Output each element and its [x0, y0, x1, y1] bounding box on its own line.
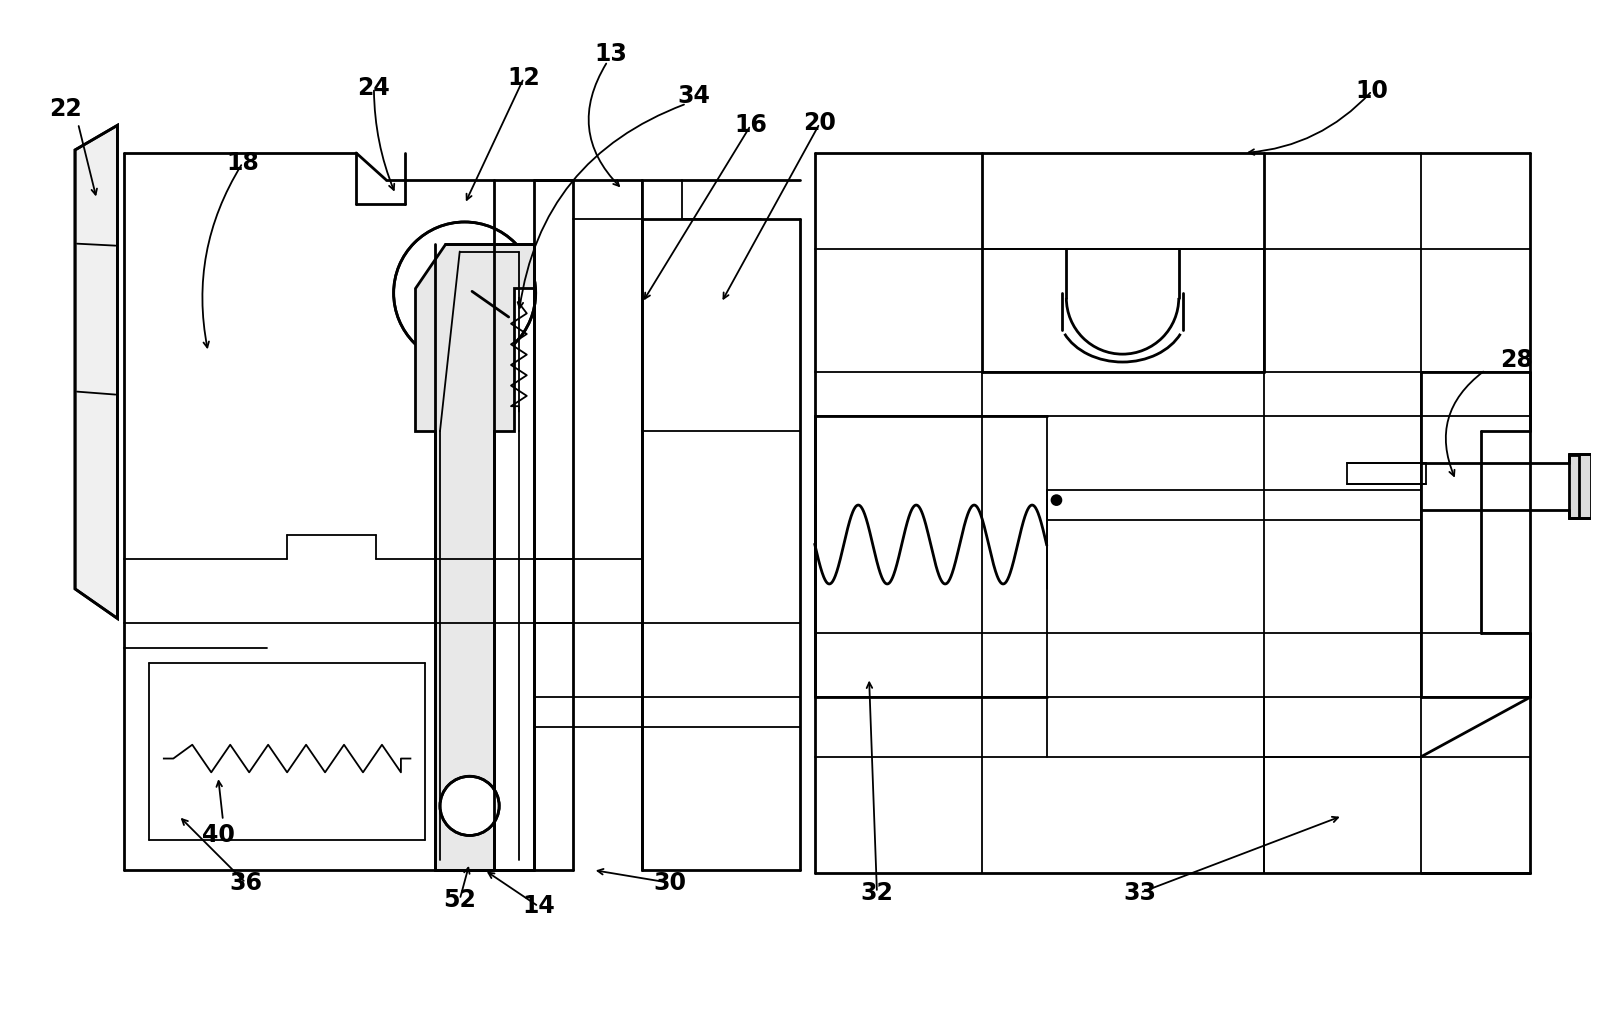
Text: 32: 32 — [860, 881, 894, 905]
Text: 10: 10 — [1355, 78, 1389, 103]
Circle shape — [441, 776, 500, 836]
Polygon shape — [415, 244, 533, 870]
Text: 20: 20 — [803, 111, 836, 135]
Text: 40: 40 — [202, 824, 234, 847]
Text: 16: 16 — [734, 113, 767, 137]
Circle shape — [458, 286, 471, 300]
Text: 33: 33 — [1123, 881, 1157, 905]
Text: 24: 24 — [357, 76, 391, 100]
Bar — [1347, 463, 1426, 484]
Polygon shape — [75, 125, 117, 618]
Text: 13: 13 — [594, 43, 626, 66]
Text: 52: 52 — [444, 888, 476, 911]
Text: 14: 14 — [522, 895, 554, 918]
Text: 28: 28 — [1501, 348, 1533, 372]
Text: 12: 12 — [508, 66, 540, 89]
Circle shape — [394, 222, 535, 364]
Text: 34: 34 — [678, 83, 710, 108]
Text: 36: 36 — [229, 871, 263, 895]
Text: 30: 30 — [654, 871, 686, 895]
Circle shape — [1051, 495, 1062, 505]
Text: 18: 18 — [226, 151, 260, 175]
Text: 22: 22 — [48, 97, 82, 121]
Bar — [1570, 454, 1591, 518]
